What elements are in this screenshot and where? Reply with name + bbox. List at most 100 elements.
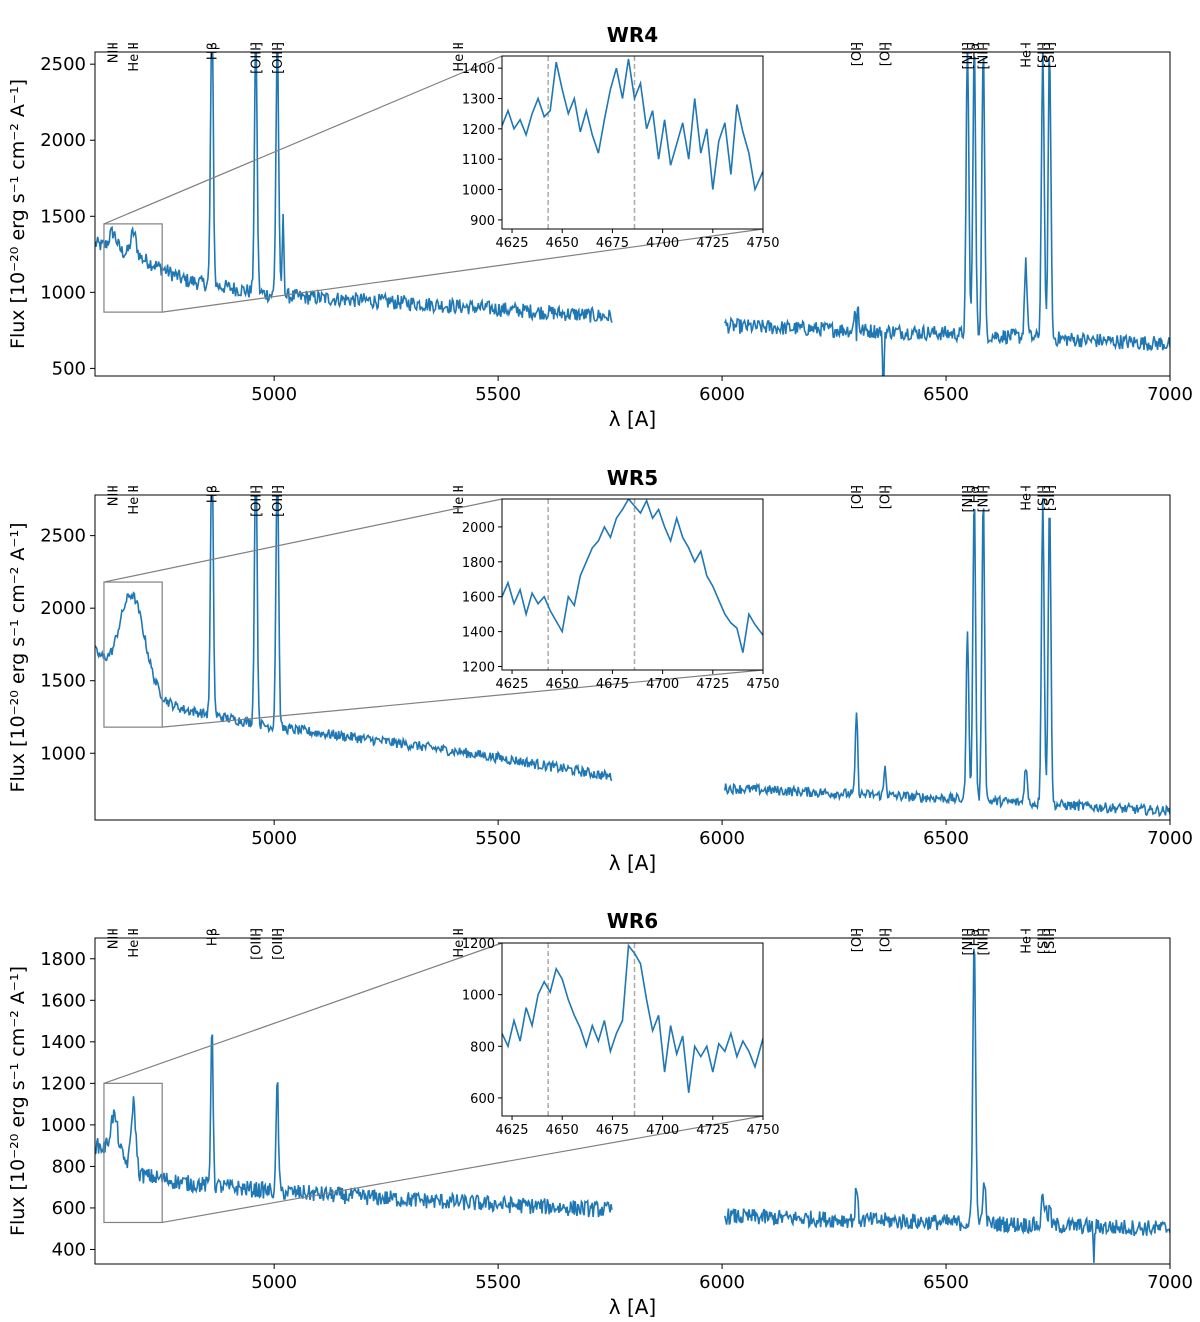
panel-wr6: 5000 5500 6000 6500 7000 400 600 800 1000 1200 140… xyxy=(7,909,1193,1319)
inset-y-tick-label: 2000 xyxy=(462,521,495,536)
x-tick-label: 5500 xyxy=(475,384,521,405)
main-axes-frame xyxy=(94,937,1171,1265)
spectrum-line xyxy=(95,52,1170,376)
y-tick-label: 400 xyxy=(52,1239,86,1260)
emission-line-name: He II xyxy=(452,485,467,515)
emission-line-label: [OI] xyxy=(879,42,894,66)
emission-line-label: [OIII] xyxy=(249,928,264,960)
emission-line-name: [OI] xyxy=(879,485,894,509)
spectrum-segment-red xyxy=(724,948,1170,1263)
x-tick-label: 6000 xyxy=(699,828,745,849)
y-axis-label: Flux [10⁻²⁰ erg s⁻¹ cm⁻² A⁻¹] xyxy=(7,966,29,1236)
y-tick-label: 1600 xyxy=(40,990,86,1011)
inset-content xyxy=(502,943,763,1116)
inset-x-tick-label: 4750 xyxy=(746,236,779,251)
emission-line-name: He II xyxy=(452,42,467,72)
emission-line-name: [OIII] xyxy=(271,928,286,960)
emission-line-label: Hβ xyxy=(205,485,220,503)
inset-x-tick-label: 4650 xyxy=(546,236,579,251)
emission-line-name: Hβ xyxy=(205,485,220,503)
zoom-connector xyxy=(162,228,764,313)
emission-line-name: [OIII] xyxy=(249,928,264,960)
emission-line-label: [NII] xyxy=(977,485,992,513)
emission-line-name: [NII] xyxy=(961,42,976,70)
panel-title: WR6 xyxy=(607,909,658,933)
emission-line-name: He II xyxy=(127,928,142,958)
inset-y-tick-label: 900 xyxy=(470,214,495,229)
emission-line-name: [SII] xyxy=(1036,485,1051,511)
emission-line-label: He II xyxy=(127,42,142,72)
inset-x-tick-label: 4650 xyxy=(546,1123,579,1138)
spectrum-segment-blue xyxy=(95,1034,613,1218)
y-tick-label: 2000 xyxy=(40,598,86,619)
emission-line-label: He II xyxy=(127,928,142,958)
emission-line-label: [SII] xyxy=(1036,928,1051,954)
emission-line-name: NIII xyxy=(106,485,121,506)
panel-wr4: 5000 5500 6000 6500 7000 500 1000 1500 2000 2500 λ… xyxy=(7,23,1193,431)
x-axis-label: λ [A] xyxy=(609,407,656,431)
x-tick-label: 6000 xyxy=(699,384,745,405)
emission-line-label: [SII] xyxy=(1043,928,1058,954)
y-tick-label: 1200 xyxy=(40,1073,86,1094)
inset-x-tick-label: 4725 xyxy=(696,236,729,251)
y-tick-label: 800 xyxy=(52,1156,86,1177)
emission-line-label: He I xyxy=(1019,928,1034,954)
inset-spectrum-line xyxy=(502,943,763,1093)
x-tick-label: 5000 xyxy=(251,828,297,849)
y-tick-label: 1000 xyxy=(40,1115,86,1136)
zoom-box xyxy=(103,223,163,313)
emission-line-label: [OIII] xyxy=(271,928,286,960)
emission-line-label: [SII] xyxy=(1043,42,1058,68)
x-tick-label: 6500 xyxy=(923,384,969,405)
emission-line-label: [OIII] xyxy=(249,42,264,74)
inset-x-tick-label: 4750 xyxy=(746,1123,779,1138)
main-axes-frame xyxy=(94,51,1171,377)
emission-line-name: [OIII] xyxy=(271,485,286,517)
y-tick-label: 1500 xyxy=(40,206,86,227)
emission-line-name: [SII] xyxy=(1043,485,1058,511)
x-axis-label: λ [A] xyxy=(609,851,656,875)
emission-line-name: He II xyxy=(127,42,142,72)
emission-line-label: [OIII] xyxy=(271,42,286,74)
main-axes-frame xyxy=(94,494,1171,821)
emission-line-label: [NII] xyxy=(961,485,976,513)
x-tick-label: 7000 xyxy=(1147,828,1193,849)
inset-y-tick-label: 1200 xyxy=(462,123,495,138)
emission-line-name: [OIII] xyxy=(271,42,286,74)
emission-line-name: [NII] xyxy=(977,485,992,513)
emission-line-name: Hβ xyxy=(205,42,220,60)
spectrum-segment-red xyxy=(724,52,1170,376)
y-tick-label: 600 xyxy=(52,1198,86,1219)
inset-x-tick-label: 4625 xyxy=(495,1123,528,1138)
inset-x-tick-label: 4750 xyxy=(746,677,779,692)
emission-line-label: NIII xyxy=(106,42,121,63)
emission-line-label: [OI] xyxy=(850,42,865,66)
x-tick-label: 5500 xyxy=(475,828,521,849)
inset-x-tick-label: 4700 xyxy=(646,236,679,251)
inset-y-tick-label: 1600 xyxy=(462,591,495,606)
emission-line-label: He II xyxy=(127,485,142,515)
inset-x-tick-label: 4725 xyxy=(696,1123,729,1138)
inset-frame xyxy=(501,55,764,230)
emission-line-name: [OIII] xyxy=(249,485,264,517)
panel-wr5: 5000 5500 6000 6500 7000 1000 1500 2000 2500 λ [A… xyxy=(7,466,1193,875)
emission-line-name: [SII] xyxy=(1043,42,1058,68)
y-axis-label: Flux [10⁻²⁰ erg s⁻¹ cm⁻² A⁻¹] xyxy=(7,79,29,349)
spectrum-line xyxy=(95,948,1170,1263)
emission-line-label: [SII] xyxy=(1036,42,1051,68)
emission-line-label: [OI] xyxy=(850,928,865,952)
emission-line-label: He II xyxy=(452,42,467,72)
y-tick-label: 1800 xyxy=(40,949,86,970)
emission-line-label: NIII xyxy=(106,485,121,506)
inset-plot: 4625 4650 4675 4700 4725 4750 900 1000 1100 1200 1… xyxy=(462,55,780,251)
emission-line-name: [SII] xyxy=(1036,928,1051,954)
spectrum-segment-blue xyxy=(95,52,613,323)
spectrum-line xyxy=(95,495,1170,818)
x-tick-label: 6000 xyxy=(699,1272,745,1293)
zoom-connector xyxy=(162,669,764,728)
emission-line-name: [OI] xyxy=(879,42,894,66)
emission-line-label: He II xyxy=(452,928,467,958)
x-tick-label: 6500 xyxy=(923,828,969,849)
inset-y-tick-label: 1400 xyxy=(462,62,495,77)
